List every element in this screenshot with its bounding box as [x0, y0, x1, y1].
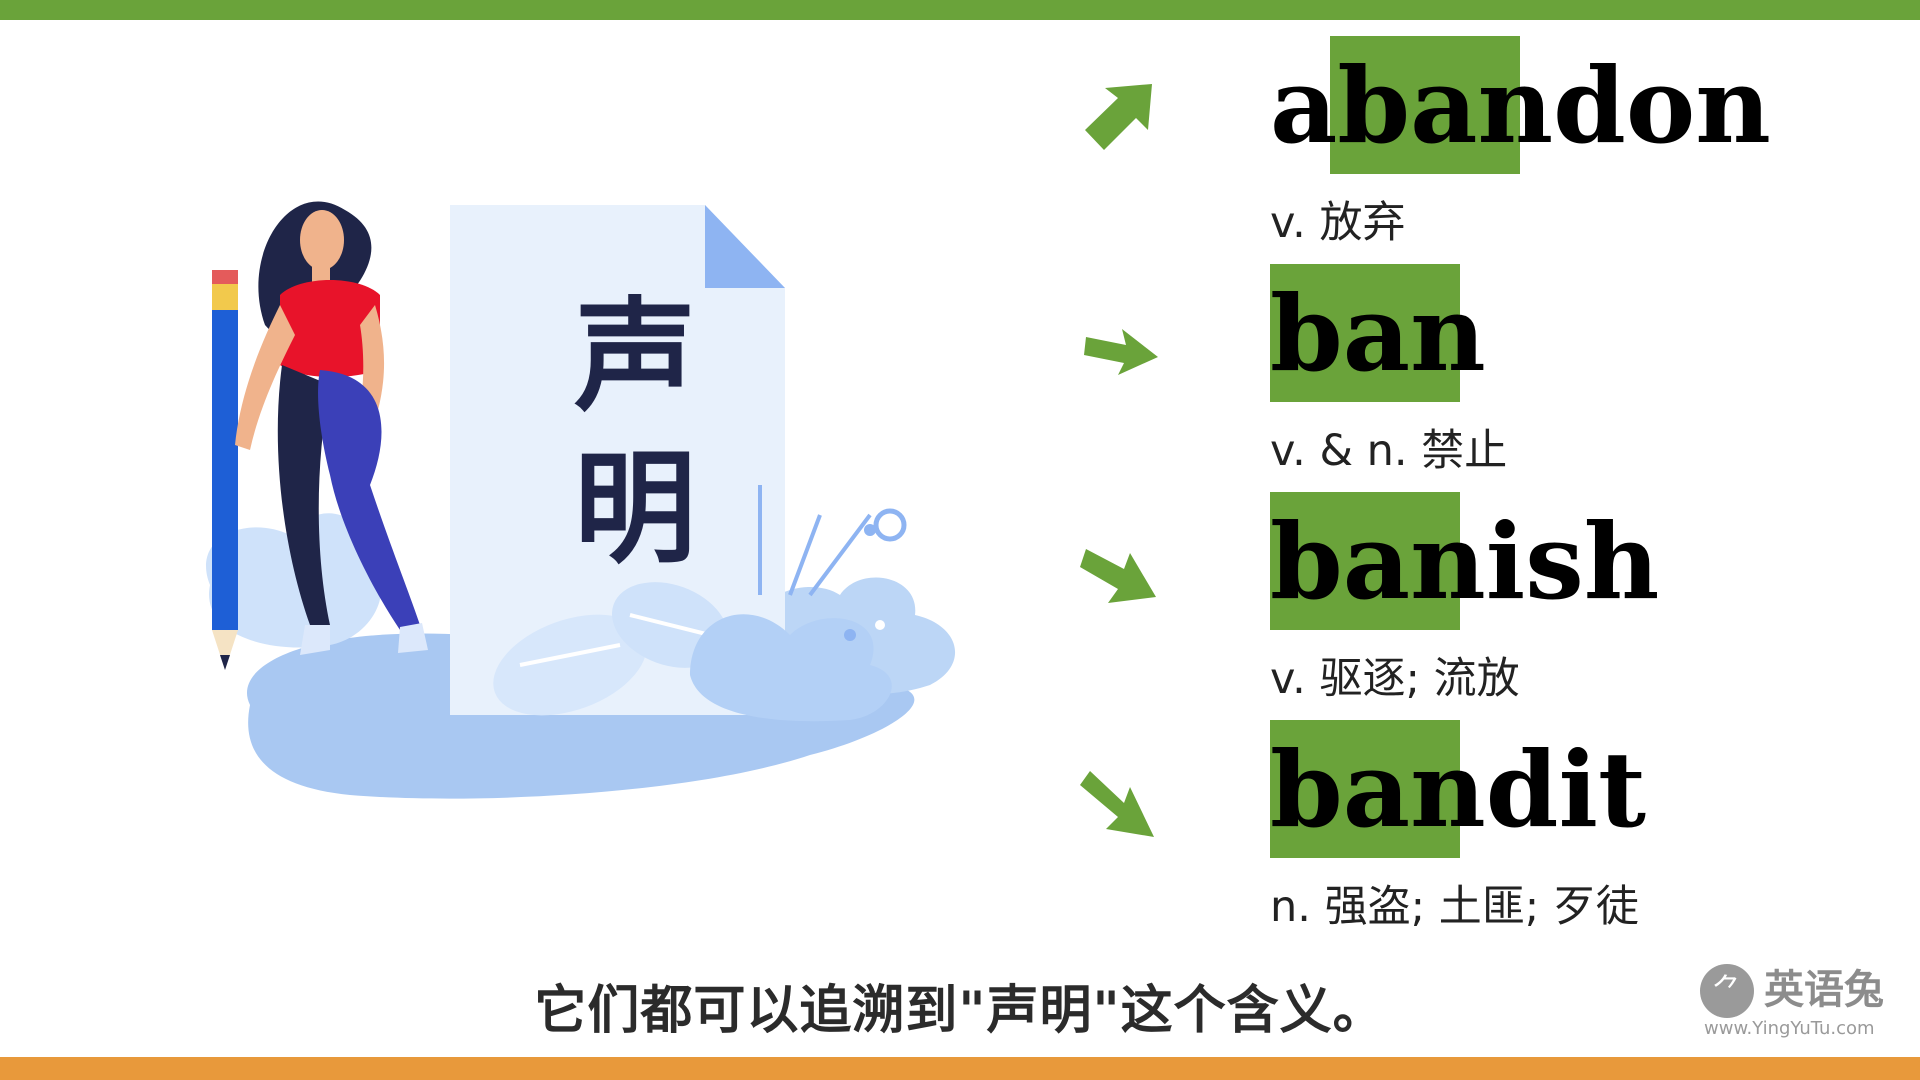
word-heading: abandon	[1270, 36, 1771, 176]
woman-figure	[235, 201, 428, 655]
top-accent-bar	[0, 0, 1920, 20]
word-meaning: n. 强盗; 土匪; 歹徒	[1270, 882, 1639, 932]
illustration: 声 明	[170, 195, 1010, 835]
root-highlight	[1330, 36, 1520, 174]
word-entry-abandon: abandon v. 放弃	[1270, 36, 1771, 250]
word-meaning: v. 放弃	[1270, 198, 1406, 248]
illustration-graphic	[206, 201, 956, 799]
bottom-accent-bar	[0, 1057, 1920, 1080]
word-text: banish	[1270, 500, 1660, 623]
word-heading: bandit	[1270, 720, 1646, 860]
document-title-char: 声	[574, 284, 696, 428]
document-title-char: 明	[574, 436, 696, 580]
word-meaning: v. 驱逐; 流放	[1270, 654, 1520, 704]
word-entry-bandit: bandit n. 强盗; 土匪; 歹徒	[1270, 720, 1646, 934]
word-meaning: v. & n. 禁止	[1270, 426, 1508, 476]
video-subtitle: 它们都可以追溯到"声明"这个含义。	[534, 981, 1386, 1041]
cloud-shape-left	[206, 513, 382, 648]
document-icon	[450, 205, 785, 715]
arrow-icon	[1080, 549, 1156, 603]
pencil-icon	[212, 270, 238, 670]
word-text: abandon	[1270, 44, 1771, 167]
watermark: ⺈ 英语兔 www.YingYuTu.com	[1700, 962, 1900, 1042]
root-highlight	[1270, 264, 1460, 402]
document-title: 声 明	[555, 280, 715, 584]
word-heading: ban	[1270, 264, 1507, 404]
root-highlight	[1270, 492, 1460, 630]
plant-decoration	[493, 485, 907, 722]
word-heading: banish	[1270, 492, 1659, 632]
arrow-icon	[1080, 771, 1154, 837]
word-entry-banish: banish v. 驱逐; 流放	[1270, 492, 1659, 706]
rabbit-logo-icon: ⺈	[1700, 964, 1754, 1018]
word-text: ban	[1270, 272, 1486, 395]
arrow-icon	[1084, 329, 1158, 375]
arrow-icon	[1085, 84, 1152, 150]
watermark-name: 英语兔	[1764, 966, 1884, 1013]
word-text: bandit	[1270, 728, 1646, 851]
root-highlight	[1270, 720, 1460, 858]
word-entry-ban: ban v. & n. 禁止	[1270, 264, 1507, 478]
watermark-url: www.YingYuTu.com	[1704, 1018, 1875, 1039]
